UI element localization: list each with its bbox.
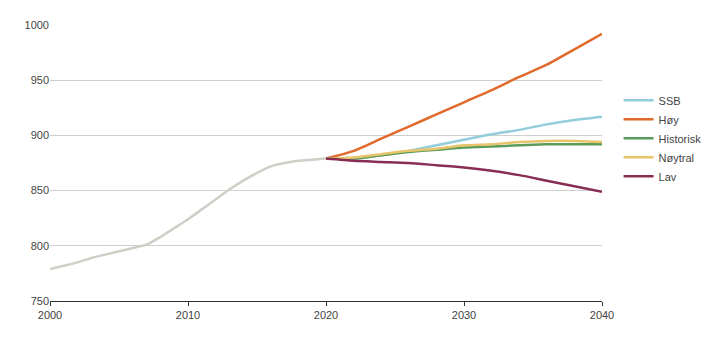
svg-text:2030: 2030 bbox=[452, 309, 476, 321]
svg-text:Historisk: Historisk bbox=[659, 133, 702, 145]
svg-text:850: 850 bbox=[31, 184, 49, 196]
svg-text:2000: 2000 bbox=[38, 309, 62, 321]
svg-text:Lav: Lav bbox=[659, 171, 677, 183]
svg-text:900: 900 bbox=[31, 129, 49, 141]
svg-text:2040: 2040 bbox=[590, 309, 614, 321]
svg-text:2020: 2020 bbox=[314, 309, 338, 321]
svg-text:Høy: Høy bbox=[659, 114, 680, 126]
svg-text:950: 950 bbox=[31, 74, 49, 86]
svg-text:800: 800 bbox=[31, 240, 49, 252]
svg-text:2010: 2010 bbox=[176, 309, 200, 321]
svg-text:1000: 1000 bbox=[25, 19, 49, 31]
svg-text:SSB: SSB bbox=[659, 95, 681, 107]
svg-text:750: 750 bbox=[31, 295, 49, 307]
svg-text:Nøytral: Nøytral bbox=[659, 152, 694, 164]
